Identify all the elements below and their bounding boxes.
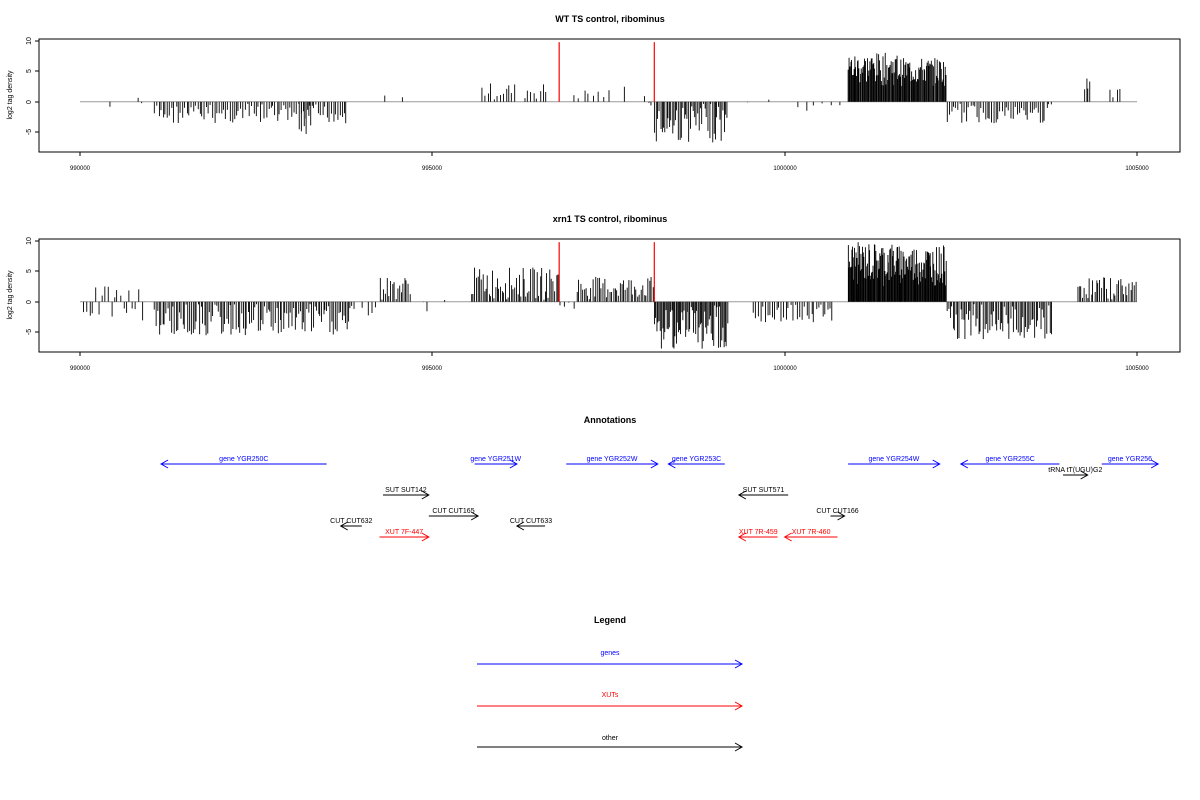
feature-label: gene YGR250C	[219, 456, 268, 463]
annotation-feature: CUT CUT165	[428, 508, 480, 521]
x-tick-label: 990000	[70, 366, 91, 372]
panel-title: WT TS control, ribominus	[555, 14, 665, 24]
feature-label: tRNA tT(UGU)G2	[1048, 467, 1102, 474]
y-axis-label: log2 tag density	[7, 270, 14, 320]
annotation-feature: CUT CUT632	[330, 518, 373, 531]
annotation-feature: gene YGR250C	[160, 456, 327, 469]
legend-item-other: other	[477, 735, 744, 752]
y-tick-label: 0	[26, 300, 33, 304]
plot-frame	[38, 38, 1181, 153]
annotation-feature: gene YGR256	[1101, 456, 1160, 469]
arrowhead-icon	[737, 532, 747, 542]
annotation-feature: SUT SUT571	[737, 487, 789, 500]
y-tick-label: 5	[26, 69, 33, 73]
annotation-feature: XUT 7F-447	[379, 529, 430, 542]
arrowhead-icon	[1080, 470, 1089, 480]
feature-label: gene YGR251W	[470, 456, 521, 463]
x-axis: 990000 995000 1000000 1005000	[70, 152, 1149, 172]
panel-title: xrn1 TS control, ribominus	[553, 214, 668, 224]
arrowhead-icon	[509, 459, 518, 469]
feature-label: XUT 7F-447	[385, 529, 423, 536]
annotation-feature: gene YGR253C	[667, 456, 725, 469]
annotation-feature: XUT 7R-460	[783, 529, 838, 542]
annotation-feature: gene YGR252W	[566, 456, 659, 469]
annotation-feature: SUT SUT142	[383, 487, 430, 500]
plot-frame	[38, 238, 1181, 353]
coverage-bars	[80, 42, 1137, 143]
annotation-feature: XUT 7R-459	[737, 529, 778, 542]
feature-label: gene YGR254W	[868, 456, 919, 463]
annotations-title: Annotations	[584, 415, 637, 425]
legend-label: other	[602, 735, 619, 742]
annotation-feature: tRNA tT(UGU)G2	[1048, 467, 1102, 480]
legend: Legend genes XUTs other	[477, 615, 744, 752]
arrowhead-icon	[737, 490, 747, 500]
arrowhead-icon	[515, 521, 525, 531]
arrowhead-icon	[650, 459, 659, 469]
feature-label: XUT 7R-460	[792, 529, 831, 536]
y-tick-label: -5	[26, 129, 33, 135]
feature-label: SUT SUT142	[385, 487, 427, 494]
feature-label: gene YGR253C	[672, 456, 721, 463]
x-tick-label: 995000	[422, 166, 443, 172]
arrowhead-icon	[667, 459, 676, 469]
y-tick-label: -5	[26, 329, 33, 335]
annotations-panel: Annotations gene YGR250C gene YGR251W gene…	[160, 415, 1160, 542]
annotation-feature: gene YGR251W	[470, 456, 522, 469]
feature-label: gene YGR256	[1108, 456, 1152, 463]
y-axis: -5 0 5 10	[26, 37, 39, 135]
x-tick-label: 995000	[422, 366, 443, 372]
annotation-feature: CUT CUT633	[510, 518, 552, 531]
arrowhead-icon	[339, 521, 348, 531]
y-tick-label: 0	[26, 100, 33, 104]
x-tick-label: 1000000	[773, 166, 797, 172]
x-tick-label: 990000	[70, 166, 91, 172]
annotation-feature: CUT CUT166	[816, 508, 859, 521]
arrowhead-icon	[421, 532, 430, 542]
arrowhead-icon	[734, 742, 744, 752]
arrowhead-icon	[783, 532, 792, 542]
coverage-panel-wt: WT TS control, ribominus log2 tag densit…	[7, 14, 1181, 172]
legend-item-genes: genes	[477, 650, 744, 669]
feature-label: XUT 7R-459	[739, 529, 778, 536]
arrowhead-icon	[421, 490, 430, 500]
arrowhead-icon	[959, 459, 969, 469]
feature-label: gene YGR252W	[587, 456, 638, 463]
arrowhead-icon	[470, 511, 480, 521]
annotation-feature: gene YGR254W	[848, 456, 941, 469]
feature-label: CUT CUT632	[330, 518, 372, 525]
feature-label: CUT CUT633	[510, 518, 552, 525]
y-axis-label: log2 tag density	[7, 70, 14, 120]
arrowhead-icon	[160, 459, 169, 469]
x-tick-label: 1005000	[1125, 366, 1149, 372]
legend-label: XUTs	[602, 692, 619, 699]
feature-label: gene YGR255C	[986, 456, 1035, 463]
arrowhead-icon	[837, 511, 846, 521]
legend-title: Legend	[594, 615, 626, 625]
y-tick-label: 5	[26, 269, 33, 273]
y-tick-label: 10	[26, 237, 33, 245]
feature-tracks: gene YGR250C gene YGR251W gene YGR252W gene…	[160, 456, 1160, 542]
arrowhead-icon	[734, 701, 744, 711]
arrowhead-icon	[1150, 459, 1160, 469]
arrowhead-icon	[734, 659, 744, 669]
feature-label: CUT CUT166	[816, 508, 858, 515]
annotation-feature: gene YGR255C	[959, 456, 1060, 469]
coverage-panel-xrn1: xrn1 TS control, ribominus log2 tag dens…	[7, 214, 1181, 372]
y-tick-label: 10	[26, 37, 33, 45]
coverage-bars	[80, 242, 1137, 349]
feature-label: SUT SUT571	[743, 487, 785, 494]
arrowhead-icon	[932, 459, 941, 469]
x-tick-label: 1005000	[1125, 166, 1149, 172]
legend-item-xuts: XUTs	[477, 692, 744, 711]
y-axis: -5 0 5 10	[26, 237, 39, 335]
feature-label: CUT CUT165	[432, 508, 474, 515]
x-tick-label: 1000000	[773, 366, 797, 372]
x-axis: 990000 995000 1000000 1005000	[70, 352, 1149, 372]
legend-label: genes	[600, 650, 620, 657]
